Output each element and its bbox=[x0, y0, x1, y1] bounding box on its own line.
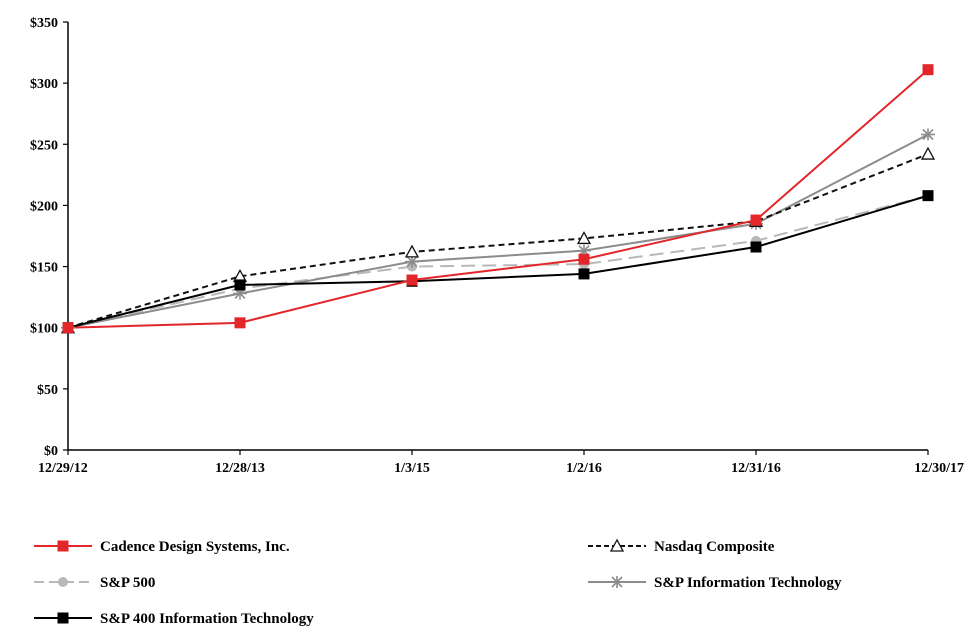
series-line-sandp-information-technology bbox=[67, 133, 929, 329]
x-tick-label: 12/29/12 bbox=[38, 461, 88, 476]
y-tick-label: $200 bbox=[30, 199, 58, 214]
series-markers bbox=[60, 64, 936, 334]
legend-swatch-marker bbox=[58, 577, 68, 587]
data-point-nasdaq-composite bbox=[920, 146, 936, 160]
legend-label: S&P 400 Information Technology bbox=[100, 611, 314, 627]
legend-item-cadence-design-systems-inc: Cadence Design Systems, Inc. bbox=[34, 539, 290, 555]
x-tick-label: 1/2/16 bbox=[566, 461, 602, 476]
data-point-sandp-400-information-technology bbox=[922, 190, 934, 202]
y-tick-label: $300 bbox=[30, 77, 58, 92]
legend-item-sandp-400-information-technology: S&P 400 Information Technology bbox=[34, 611, 314, 627]
x-tick-label: 12/28/13 bbox=[215, 461, 265, 476]
data-point-cadence-design-systems-inc bbox=[406, 274, 418, 286]
data-point-nasdaq-composite bbox=[576, 231, 592, 245]
x-axis-ticks: 12/29/12 12/28/13 1/3/15 1/2/16 12/31/16 12/3… bbox=[38, 450, 964, 476]
chart-axes bbox=[67, 22, 928, 451]
y-tick-label: $250 bbox=[30, 138, 58, 153]
legend-label: Cadence Design Systems, Inc. bbox=[100, 539, 290, 555]
legend-label: S&P 500 bbox=[100, 575, 155, 591]
legend-item-sandp-500: S&P 500 bbox=[34, 575, 155, 591]
legend-swatch-marker bbox=[57, 612, 69, 624]
series-lines bbox=[67, 68, 929, 329]
data-point-sandp-information-technology bbox=[921, 128, 935, 141]
y-tick-label: $150 bbox=[30, 261, 58, 276]
series-line-sandp-500 bbox=[67, 194, 929, 329]
data-point-sandp-400-information-technology bbox=[578, 268, 590, 280]
series-markers-cadence-design-systems-inc bbox=[62, 64, 934, 334]
data-point-sandp-information-technology bbox=[405, 255, 419, 268]
x-tick-label: 12/31/16 bbox=[731, 461, 781, 476]
legend-item-nasdaq-composite: Nasdaq Composite bbox=[588, 538, 775, 555]
y-tick-label: $50 bbox=[37, 383, 58, 398]
series-line-cadence-design-systems-inc bbox=[67, 68, 929, 329]
y-axis-ticks: $0 $50 $100 $150 $200 $250 $300 $350 bbox=[30, 16, 68, 459]
legend-swatch-marker bbox=[610, 576, 624, 588]
data-point-nasdaq-composite bbox=[404, 244, 420, 258]
legend: Cadence Design Systems, Inc. Nasdaq Compo… bbox=[34, 538, 842, 627]
data-point-cadence-design-systems-inc bbox=[578, 253, 590, 265]
legend-label: Nasdaq Composite bbox=[654, 539, 775, 555]
legend-label: S&P Information Technology bbox=[654, 575, 842, 591]
data-point-cadence-design-systems-inc bbox=[750, 214, 762, 226]
series-line-sandp-400-information-technology bbox=[67, 194, 929, 329]
series-markers-sandp-400-information-technology bbox=[62, 190, 934, 334]
series-markers-sandp-500 bbox=[63, 190, 933, 333]
data-point-cadence-design-systems-inc bbox=[234, 317, 246, 329]
legend-swatch-marker bbox=[57, 540, 69, 552]
data-point-cadence-design-systems-inc bbox=[922, 64, 934, 76]
series-markers-nasdaq-composite bbox=[60, 146, 936, 334]
y-tick-label: $0 bbox=[44, 444, 58, 459]
legend-item-sandp-information-technology: S&P Information Technology bbox=[588, 575, 842, 591]
y-tick-label: $350 bbox=[30, 16, 58, 31]
y-tick-label: $100 bbox=[30, 322, 58, 337]
data-point-sandp-400-information-technology bbox=[234, 279, 246, 291]
data-point-cadence-design-systems-inc bbox=[62, 322, 74, 334]
data-point-sandp-400-information-technology bbox=[750, 241, 762, 253]
x-tick-label: 12/30/17 bbox=[914, 461, 964, 476]
x-tick-label: 1/3/15 bbox=[394, 461, 430, 476]
legend-swatch-marker bbox=[609, 538, 625, 552]
